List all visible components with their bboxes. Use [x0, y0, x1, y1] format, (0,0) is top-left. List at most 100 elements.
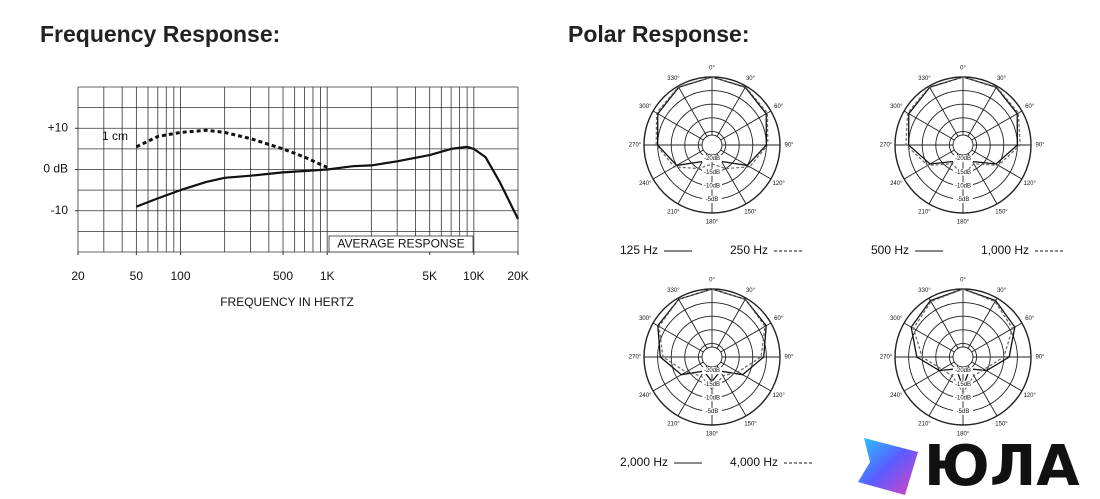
r-label-bg [702, 394, 722, 402]
x-tick-label: 500 [273, 269, 293, 283]
logo-icon [858, 438, 918, 495]
polar-spoke [720, 361, 772, 392]
polar-spoke [928, 85, 959, 137]
polar-spoke [971, 322, 1023, 353]
polar-spoke [716, 297, 747, 349]
angle-label: 120° [1023, 393, 1036, 399]
angle-label: 90° [1035, 355, 1045, 361]
polar-ring [948, 342, 978, 372]
angle-label: 210° [667, 209, 680, 215]
angle-label: 300° [639, 316, 652, 322]
angle-label: 330° [667, 288, 680, 294]
r-tick-label: -15dB [955, 382, 971, 388]
polar-ring [697, 342, 727, 372]
polar-center [952, 346, 974, 368]
polar-spoke [903, 361, 955, 392]
r-label-bg [953, 380, 973, 388]
x-tick-label: 20 [71, 269, 85, 283]
polar-center [701, 346, 723, 368]
angle-label: 60° [1025, 104, 1035, 110]
polar-ring [948, 130, 978, 160]
r-tick-label: -20dB [704, 368, 720, 374]
r-label-bg [953, 182, 973, 190]
x-tick-label: 100 [170, 269, 190, 283]
r-label-bg [702, 155, 722, 163]
x-tick-label: 20K [507, 269, 528, 283]
angle-label: 330° [918, 288, 931, 294]
r-tick-label: -15dB [955, 170, 971, 176]
angle-label: 60° [774, 316, 784, 322]
r-tick-label: -5dB [957, 197, 970, 203]
r-label-bg [953, 168, 973, 176]
logo-text: ЮЛА [924, 434, 1080, 499]
angle-label: 150° [995, 421, 1008, 427]
angle-label: 270° [629, 143, 642, 149]
angle-label: 150° [995, 209, 1008, 215]
polar-spoke [652, 322, 704, 353]
angle-label: 300° [639, 104, 652, 110]
angle-label: 90° [1035, 143, 1045, 149]
angle-label: 60° [774, 104, 784, 110]
angle-label: 30° [746, 76, 756, 82]
angle-label: 30° [746, 288, 756, 294]
angle-label: 180° [957, 432, 970, 438]
angle-label: 30° [997, 288, 1007, 294]
series-line [136, 145, 519, 220]
polar-curve [912, 288, 1014, 394]
legend-label: 250 Hz [730, 243, 768, 257]
angle-label: 330° [667, 76, 680, 82]
angle-label: 270° [880, 355, 893, 361]
angle-label: 240° [890, 181, 903, 187]
r-label-bg [702, 195, 722, 203]
r-label-bg [953, 195, 973, 203]
angle-label: 300° [890, 316, 903, 322]
polar-spoke [677, 85, 708, 137]
r-label-bg [953, 407, 973, 415]
r-tick-label: -20dB [955, 156, 971, 162]
angle-label: 270° [880, 143, 893, 149]
angle-label: 0° [960, 66, 966, 72]
polar-spoke [928, 297, 959, 349]
angle-label: 120° [772, 393, 785, 399]
polar-spoke [720, 149, 772, 180]
r-label-bg [953, 367, 973, 375]
angle-label: 330° [918, 76, 931, 82]
x-axis-label: FREQUENCY IN HERTZ [220, 295, 354, 309]
angle-label: 150° [744, 209, 757, 215]
angle-label: 240° [890, 393, 903, 399]
angle-label: 120° [1023, 181, 1036, 187]
angle-label: 180° [957, 220, 970, 226]
polar-spoke [967, 297, 998, 349]
polar-spoke [677, 297, 708, 349]
polar-center [952, 134, 974, 156]
series-label-box [328, 235, 474, 253]
r-label-bg [953, 394, 973, 402]
polar-spoke [720, 110, 772, 141]
polar-curve [658, 288, 766, 391]
y-tick-label: -10 [51, 203, 69, 217]
legend-label: 4,000 Hz [730, 455, 778, 469]
polar-spoke [903, 322, 955, 353]
angle-label: 180° [706, 432, 719, 438]
polar-spoke [652, 110, 704, 141]
r-label-bg [702, 182, 722, 190]
r-tick-label: -10dB [704, 183, 720, 189]
polar-center [701, 134, 723, 156]
y-tick-label: +10 [48, 120, 69, 134]
series-line [135, 128, 328, 169]
r-tick-label: -5dB [957, 409, 970, 415]
angle-label: 300° [890, 104, 903, 110]
angle-label: 150° [744, 421, 757, 427]
polar-spoke [903, 110, 955, 141]
angle-label: 240° [639, 181, 652, 187]
r-label-bg [702, 367, 722, 375]
x-tick-label: 50 [130, 269, 144, 283]
angle-label: 180° [706, 220, 719, 226]
frequency-heading: Frequency Response: [40, 21, 280, 47]
r-tick-label: -5dB [706, 409, 719, 415]
r-label-bg [702, 380, 722, 388]
polar-spoke [967, 85, 998, 137]
angle-label: 210° [667, 421, 680, 427]
polar-spoke [716, 85, 747, 137]
